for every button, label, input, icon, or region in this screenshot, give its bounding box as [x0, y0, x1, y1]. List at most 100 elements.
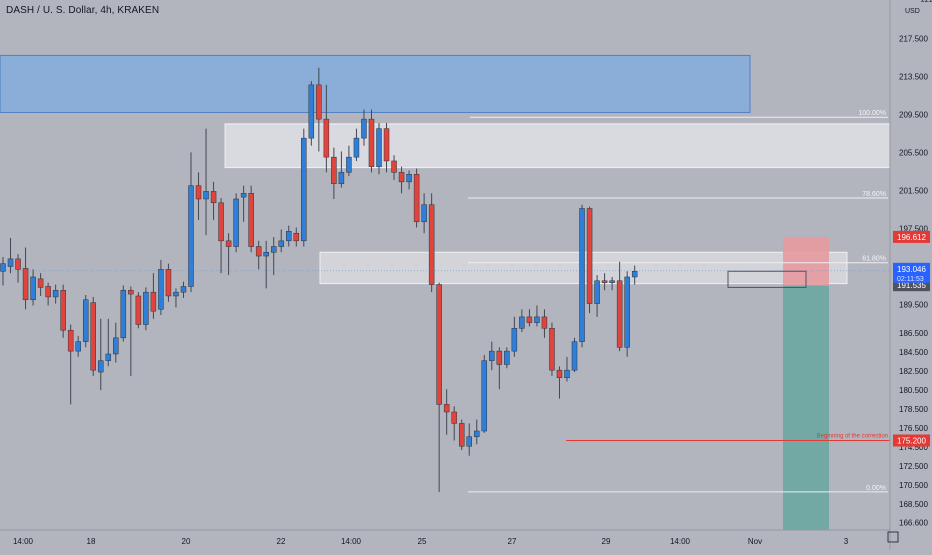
candle-bear — [331, 156, 337, 185]
candle-bull — [481, 360, 488, 432]
candle-bear — [586, 208, 593, 304]
candle-bull — [270, 246, 277, 253]
time-tick-label: 18 — [87, 537, 96, 546]
candle-bull — [308, 84, 315, 139]
candle-bear — [616, 280, 623, 348]
candle-bear — [248, 193, 254, 247]
time-tick-label: 14:00 — [670, 537, 691, 546]
candle-bull — [361, 118, 367, 139]
candle-bull — [511, 328, 518, 352]
price-tick-label: 209.500 — [899, 110, 928, 119]
time-tick-label: 22 — [277, 537, 286, 546]
candle-bear — [391, 160, 397, 173]
candle-bull — [421, 204, 427, 223]
candle-bear — [451, 411, 457, 424]
price-tick-label: 184.500 — [899, 348, 928, 357]
time-tick-label: 14:00 — [13, 537, 34, 546]
time-tick-label: 27 — [508, 537, 517, 546]
candle-bull — [98, 360, 104, 373]
candle-bear — [549, 328, 555, 371]
consolidation-box — [727, 270, 807, 288]
stop-price-label-bg — [893, 230, 930, 243]
candle-bear — [60, 290, 66, 331]
correction-price-label-bg — [893, 434, 930, 447]
price-tick-label: 205.500 — [899, 148, 928, 157]
candle-bull — [346, 156, 352, 173]
candle-bull — [173, 291, 179, 297]
candle-bull — [564, 369, 570, 379]
candle-bear — [428, 204, 435, 285]
candle-bear — [150, 291, 157, 312]
candle-bear — [225, 240, 232, 247]
candle-bull — [474, 430, 480, 437]
candle-bull — [30, 276, 36, 301]
supply-zone-blue — [0, 54, 751, 113]
candle-bull — [75, 341, 81, 352]
candle-bull — [301, 137, 307, 242]
price-tick-label: 217.500 — [899, 34, 928, 43]
price-tick-label: 201.500 — [899, 186, 928, 195]
candle-bear — [37, 278, 44, 288]
candle-bull — [489, 350, 495, 361]
time-tick-label: 25 — [418, 537, 427, 546]
fib-level-label: 78.60% — [862, 191, 886, 198]
price-tick-label: 182.500 — [899, 367, 928, 376]
candle-bear — [45, 286, 51, 298]
fib-level-label: 100.00% — [858, 110, 886, 117]
candle-bull — [180, 286, 187, 293]
candle-bull — [286, 231, 292, 242]
price-tick-label: 197.500 — [899, 224, 928, 233]
candle-bear — [368, 118, 375, 167]
settings-icon — [887, 531, 899, 543]
candle-bull — [7, 258, 14, 267]
price-tick-label-top: 221.500 — [921, 0, 932, 4]
candle-bear — [210, 191, 217, 204]
time-tick-label: 20 — [182, 537, 191, 546]
price-tick-label: 168.500 — [899, 500, 928, 509]
candle-bull — [466, 436, 472, 447]
candle-bull — [406, 174, 412, 183]
candle-bear — [383, 128, 390, 162]
candle-bull — [158, 269, 164, 310]
candle-bear — [601, 280, 608, 283]
candle-bear — [323, 118, 330, 158]
current-price-badge — [893, 262, 930, 283]
candle-bull — [52, 290, 59, 298]
price-tick-label: 176.500 — [899, 424, 928, 433]
candle-bull — [240, 193, 247, 198]
candle-bear — [556, 369, 563, 379]
candle-bull — [609, 280, 615, 283]
fib-level-label: 0.00% — [866, 485, 886, 492]
candle-bull — [519, 316, 525, 329]
candle-bull — [188, 185, 194, 287]
candle-bear — [526, 316, 533, 323]
price-tick-label: 170.500 — [899, 481, 928, 490]
countdown-label: 02:11:53 — [897, 276, 924, 283]
candle-bear — [90, 302, 96, 371]
candle-bull — [631, 271, 638, 278]
candle-bull — [579, 208, 585, 342]
candle-bear — [165, 269, 172, 297]
price-tick-label: 189.500 — [899, 301, 928, 310]
fib-level-label: 61.80% — [862, 256, 886, 263]
candle-bear — [443, 404, 450, 413]
candle-bull — [0, 263, 6, 272]
candle-bear — [135, 295, 142, 325]
candle-bull — [113, 337, 119, 355]
price-tick-label: 213.500 — [899, 72, 928, 81]
candle-bear — [195, 185, 202, 200]
price-tick-label: 174.500 — [899, 443, 928, 452]
candle-bull — [203, 191, 209, 200]
current-price-label: 193.046 — [897, 265, 926, 274]
candle-bear — [458, 423, 465, 447]
candle-bear — [128, 290, 134, 295]
candle-bull — [571, 341, 578, 371]
time-tick-label: 14:00 — [341, 537, 362, 546]
candle-bull — [504, 350, 510, 365]
time-tick-label: 29 — [602, 537, 611, 546]
time-tick-label: 3 — [844, 537, 849, 546]
candle-bull — [263, 251, 269, 257]
candle-bull — [353, 137, 360, 158]
